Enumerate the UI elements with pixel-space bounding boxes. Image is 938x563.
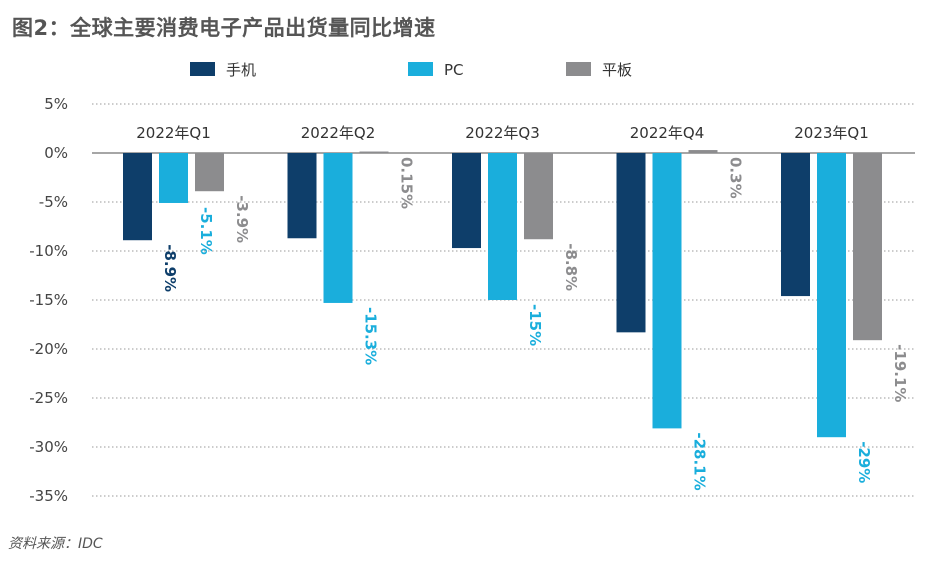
data-label: -15.3% xyxy=(362,307,380,365)
bar xyxy=(323,153,353,303)
legend-swatch-1 xyxy=(408,62,433,76)
y-tick-label: -25% xyxy=(29,389,68,407)
legend-label-0: 手机 xyxy=(226,61,256,79)
chart-title: 图2：全球主要消费电子产品出货量同比增速 xyxy=(12,16,436,40)
bar xyxy=(688,150,718,153)
data-label: -3.9% xyxy=(233,195,251,243)
bar xyxy=(195,153,224,192)
legend-label-2: 平板 xyxy=(602,61,632,79)
bar xyxy=(287,153,317,239)
y-tick-label: -10% xyxy=(29,242,68,260)
data-label: -8.8% xyxy=(562,243,580,291)
data-label: 0.15% xyxy=(398,157,416,209)
data-label: 0.3% xyxy=(727,157,745,199)
category-label: 2023年Q1 xyxy=(794,124,869,142)
y-tick-label: 0% xyxy=(44,144,68,162)
legend-swatch-2 xyxy=(566,62,591,76)
bar xyxy=(524,153,553,240)
data-label: -15% xyxy=(526,304,544,346)
bar xyxy=(452,153,481,249)
data-label: -5.1% xyxy=(197,207,215,255)
bar xyxy=(853,153,882,341)
category-label: 2022年Q2 xyxy=(301,124,376,142)
category-label: 2022年Q3 xyxy=(465,124,540,142)
y-tick-label: 5% xyxy=(44,95,68,113)
bar xyxy=(123,153,152,241)
data-label: -29% xyxy=(855,441,873,483)
bar xyxy=(488,153,517,300)
category-label: 2022年Q1 xyxy=(136,124,211,142)
legend-swatch-0 xyxy=(190,62,215,76)
y-tick-label: -15% xyxy=(29,291,68,309)
y-tick-label: -5% xyxy=(39,193,68,211)
bar xyxy=(159,153,188,203)
bar xyxy=(616,153,646,333)
y-tick-label: -30% xyxy=(29,438,68,456)
bar xyxy=(817,153,846,438)
bar xyxy=(652,153,682,429)
bar xyxy=(781,153,810,297)
data-label: -8.9% xyxy=(161,244,179,292)
legend-label-1: PC xyxy=(444,61,464,79)
data-label: -19.1% xyxy=(891,344,909,402)
category-label: 2022年Q4 xyxy=(630,124,705,142)
source-note: 资料来源：IDC xyxy=(8,536,103,552)
data-label: -28.1% xyxy=(691,432,709,490)
bar xyxy=(359,151,389,154)
y-tick-label: -20% xyxy=(29,340,68,358)
y-tick-label: -35% xyxy=(29,487,68,505)
